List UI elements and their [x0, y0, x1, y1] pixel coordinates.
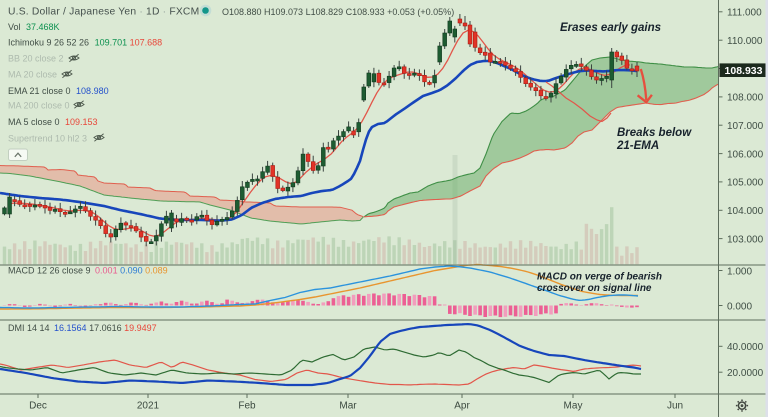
svg-text:106.000: 106.000 [727, 149, 764, 160]
svg-text:O108.880 H109.073 L108.829 C10: O108.880 H109.073 L108.829 C108.933 +0.0… [222, 7, 454, 17]
svg-text:MA 200 close 0: MA 200 close 0 [8, 101, 70, 111]
svg-text:Ichimoku 9 26 52 26 109.701 10: Ichimoku 9 26 52 26 109.701 107.688 [8, 38, 162, 48]
svg-text:108.933: 108.933 [725, 65, 763, 77]
svg-text:108.000: 108.000 [727, 93, 764, 104]
svg-text:Vol 37.468K: Vol 37.468K [8, 22, 60, 32]
svg-text:Breaks below: Breaks below [617, 127, 692, 139]
svg-text:EMA 21 close 0 108.980: EMA 21 close 0 108.980 [8, 86, 109, 96]
svg-text:1.000: 1.000 [727, 266, 752, 277]
svg-text:107.000: 107.000 [727, 121, 764, 132]
svg-text:105.000: 105.000 [727, 178, 764, 189]
svg-text:104.000: 104.000 [727, 206, 764, 217]
svg-text:111.000: 111.000 [727, 8, 762, 19]
svg-text:0.000: 0.000 [727, 301, 752, 312]
svg-text:Dec: Dec [29, 401, 47, 412]
svg-text:Jun: Jun [667, 401, 683, 412]
svg-text:Supertrend 10 hl2 3: Supertrend 10 hl2 3 [8, 134, 87, 144]
svg-text:MA 20 close: MA 20 close [8, 70, 57, 80]
svg-text:110.000: 110.000 [727, 36, 763, 47]
svg-text:20.0000: 20.0000 [727, 368, 764, 379]
svg-text:2021: 2021 [137, 401, 160, 412]
svg-text:DMI 14 14 16.1564 17.0616 19.9: DMI 14 14 16.1564 17.0616 19.9497 [8, 323, 157, 333]
svg-text:Feb: Feb [238, 401, 256, 412]
svg-text:BB 20 close 2: BB 20 close 2 [8, 54, 64, 64]
svg-text:Apr: Apr [454, 401, 470, 412]
svg-text:May: May [564, 401, 583, 412]
svg-text:Mar: Mar [339, 401, 357, 412]
svg-text:MA 5 close 0 109.153: MA 5 close 0 109.153 [8, 117, 98, 127]
svg-text:MACD on verge of bearish: MACD on verge of bearish [537, 272, 662, 283]
svg-text:U.S. Dollar / Japanese Yen · 1: U.S. Dollar / Japanese Yen · 1D · FXCM [8, 7, 199, 18]
svg-text:40.0000: 40.0000 [727, 342, 764, 353]
svg-text:Erases early gains: Erases early gains [560, 22, 661, 34]
svg-text:crossover on signal line: crossover on signal line [537, 283, 652, 294]
svg-text:103.000: 103.000 [727, 234, 764, 245]
svg-text:MACD 12 26 close 9 0.001 0.090: MACD 12 26 close 9 0.001 0.090 0.089 [8, 266, 168, 276]
svg-text:21-EMA: 21-EMA [616, 140, 659, 152]
